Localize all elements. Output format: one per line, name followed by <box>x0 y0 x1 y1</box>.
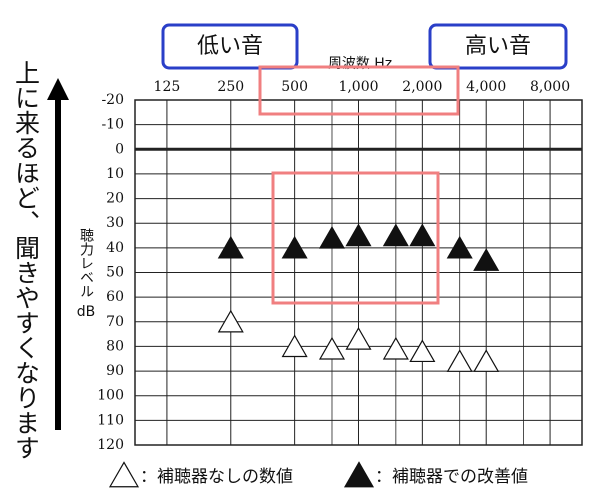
y-tick-label: 60 <box>106 289 124 305</box>
data-point <box>318 336 346 360</box>
data-point <box>281 235 308 259</box>
y-tick-label: 50 <box>106 265 124 281</box>
high-box <box>428 23 568 70</box>
data-point <box>409 339 436 363</box>
data-point <box>382 336 409 360</box>
y-tick-label: 10 <box>106 166 124 182</box>
data-point <box>345 223 372 247</box>
legend-marker <box>108 461 140 488</box>
data-point <box>382 223 409 247</box>
legend-label: ：補聴器なしの数値 <box>140 467 293 487</box>
high-label: 高い音 <box>465 34 531 59</box>
data-point <box>446 235 473 259</box>
y-tick-label: -10 <box>101 117 124 133</box>
x-tick-label: 4,000 <box>466 79 506 95</box>
data-point <box>446 349 473 372</box>
y-tick-label: 90 <box>106 363 124 379</box>
x-tick-label: 8,000 <box>530 79 570 95</box>
x-tick-label: 500 <box>281 79 308 95</box>
y-tick-label: 120 <box>97 437 124 453</box>
y-axis-unit: dB <box>77 304 96 320</box>
y-tick-label: 80 <box>106 338 124 354</box>
data-point <box>409 223 436 247</box>
y-tick-label: 70 <box>106 314 124 330</box>
data-point <box>217 309 244 333</box>
y-tick-label: 110 <box>97 412 124 428</box>
data-point <box>473 349 500 372</box>
data-point <box>217 235 244 259</box>
low-label: 低い音 <box>197 34 263 59</box>
y-axis-title: 聴力レベル <box>78 228 94 298</box>
arrow-head <box>47 78 69 100</box>
data-point <box>318 225 346 249</box>
legend-marker <box>343 461 375 488</box>
y-tick-label: 0 <box>115 141 124 157</box>
x-axis-title: 周波数 Hz <box>328 56 392 72</box>
y-tick-label: 40 <box>106 240 124 256</box>
y-tick-label: 100 <box>97 388 124 404</box>
side-note: 上に来るほど、聞きやすくなります <box>12 60 41 460</box>
data-point <box>473 248 500 271</box>
highlight-box <box>271 171 440 305</box>
legend-label: ：補聴器での改善値 <box>375 467 528 487</box>
highlight-box <box>258 65 460 116</box>
y-tick-label: 30 <box>106 215 124 231</box>
x-tick-label: 1,000 <box>338 79 378 95</box>
x-tick-label: 125 <box>154 79 181 95</box>
y-tick-label: -20 <box>101 92 124 108</box>
low-box <box>161 23 299 70</box>
data-point <box>281 334 308 358</box>
x-tick-label: 2,000 <box>402 79 442 95</box>
y-tick-label: 20 <box>106 191 124 207</box>
plot: -20 -10 0 10 20 30 40 50 60 70 80 90 100 110 120 125 250… <box>97 79 583 453</box>
data-point <box>345 327 372 350</box>
x-tick-label: 250 <box>217 79 244 95</box>
